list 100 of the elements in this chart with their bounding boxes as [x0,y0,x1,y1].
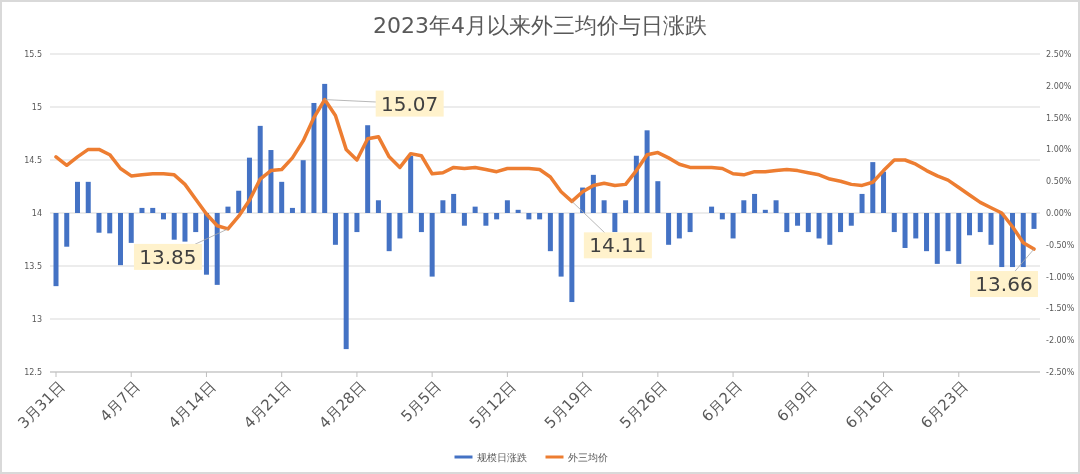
bar [848,213,854,226]
bar [354,213,360,233]
bar [365,125,371,213]
y2-tick-label: 0.50% [1046,177,1072,187]
bar [332,213,338,245]
bar [193,213,199,233]
bar [451,193,457,213]
x-tick-label: 5月26日 [616,377,671,433]
bar [171,213,177,240]
x-tick-label: 4月28日 [315,377,370,433]
bar [289,207,295,213]
y2-tick-label: -1.00% [1046,272,1075,282]
bar [827,213,833,245]
bar [762,209,768,213]
x-tick-label: 4月7日 [96,377,144,426]
x-tick-label: 3月31日 [14,377,69,433]
chart-title: 2023年4月以来外三均价与日涨跌 [373,13,707,38]
bar [805,213,811,233]
bar [730,213,736,239]
annotation: 13.85 [139,244,197,269]
bar [687,213,693,233]
y2-tick-label: -0.50% [1046,240,1075,250]
bar [719,213,725,220]
bar [225,206,231,213]
bar [1031,213,1037,229]
bar [53,213,59,287]
y2-tick-label: 0.00% [1046,209,1072,218]
bar [494,213,500,220]
bar [709,206,715,213]
annotation: 14.11 [589,233,647,258]
bar [773,200,779,213]
bar [150,207,156,213]
bar [461,213,467,226]
bar [741,200,747,213]
bar [214,213,220,285]
bar [515,209,521,213]
legend-label: 规模日涨跌 [476,452,527,463]
bar [311,102,317,213]
x-tick-label: 4月14日 [164,377,219,433]
bar [96,213,102,233]
bar [139,207,145,213]
bar [257,125,263,213]
bar [504,200,510,213]
bar [418,213,424,233]
bar [440,200,446,213]
bar [203,213,209,275]
bar [558,213,564,277]
bar [128,213,134,243]
bar [397,213,403,239]
bar [945,213,951,252]
y2-tick-label: 1.50% [1046,113,1072,123]
y-tick-label: 14 [31,209,42,218]
bar [655,181,661,213]
bar [483,213,489,226]
bar [343,213,349,350]
x-tick-label: 6月9日 [773,377,821,426]
x-tick-label: 5月5日 [397,377,445,426]
y-tick-label: 15.5 [24,50,42,59]
bar [644,130,650,213]
bar [612,213,618,233]
bar [117,213,123,266]
bar [666,213,672,245]
bar [85,181,91,213]
legend-label: 外三均价 [567,452,608,463]
bar [526,213,532,220]
y-tick-label: 13 [31,315,42,324]
y2-tick-label: 2.50% [1046,50,1072,59]
bar [795,213,801,226]
bar [429,213,435,277]
line-series [54,97,1036,251]
annotation: 15.07 [381,91,439,116]
y2-tick-label: -2.00% [1046,336,1075,346]
bar [623,200,629,213]
bar [881,171,887,213]
y2-tick-label: 2.00% [1046,81,1072,91]
bar [107,213,113,234]
y2-tick-label: -2.50% [1046,368,1075,377]
y-tick-label: 12.5 [24,368,42,377]
bar [569,213,575,303]
bar [64,213,70,247]
bar [268,150,274,213]
bar [74,181,80,213]
y-tick-label: 15 [31,103,42,112]
y-tick-label: 14.5 [24,156,42,165]
bar [322,83,328,213]
bar [472,206,478,213]
bar [956,213,962,264]
bar [967,213,973,236]
bar [752,193,758,213]
bar [386,213,392,252]
bar [182,213,188,242]
bar [859,193,865,213]
bar [999,213,1005,268]
x-tick-label: 6月23日 [917,377,972,433]
bar [300,160,306,213]
x-tick-label: 6月2日 [698,377,746,426]
bar [977,213,983,233]
annotation: 13.66 [975,272,1033,297]
bar [236,190,242,213]
x-tick-label: 5月19日 [540,377,596,433]
